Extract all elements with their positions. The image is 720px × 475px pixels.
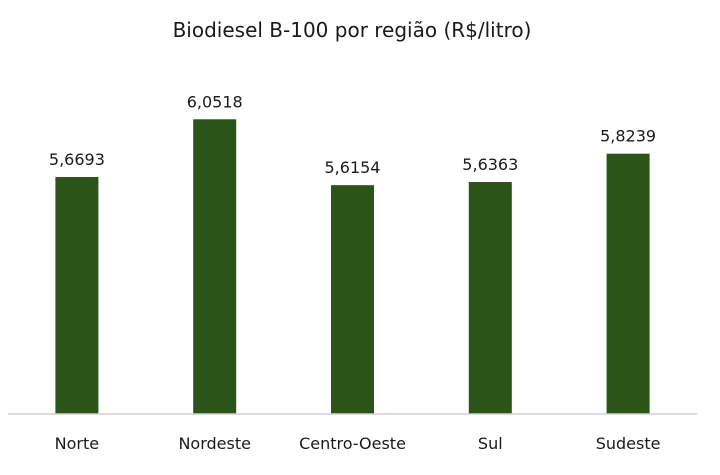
x-tick-label: Nordeste: [178, 434, 251, 453]
bar-sul: [468, 182, 512, 414]
x-tick-label: Sul: [478, 434, 503, 453]
x-tick-label: Sudeste: [596, 434, 661, 453]
x-tick-label: Norte: [55, 434, 99, 453]
data-label: 5,6363: [462, 155, 518, 174]
bars-layer: [55, 119, 650, 414]
bar-sudeste: [606, 153, 650, 414]
data-label: 5,6693: [49, 150, 105, 169]
bar-norte: [55, 177, 99, 414]
data-label: 6,0518: [187, 92, 243, 111]
bar-centro-oeste: [331, 185, 374, 414]
bar-nordeste: [193, 119, 237, 414]
data-labels-layer: 5,6693 6,0518 5,6154 5,6363 5,8239: [49, 92, 656, 177]
x-tick-label: Centro-Oeste: [299, 434, 406, 453]
data-label: 5,6154: [325, 158, 381, 177]
x-tick-labels-layer: Norte Nordeste Centro-Oeste Sul Sudeste: [55, 434, 661, 453]
chart-title: Biodiesel B-100 por região (R$/litro): [173, 18, 532, 42]
data-label: 5,8239: [600, 127, 656, 146]
